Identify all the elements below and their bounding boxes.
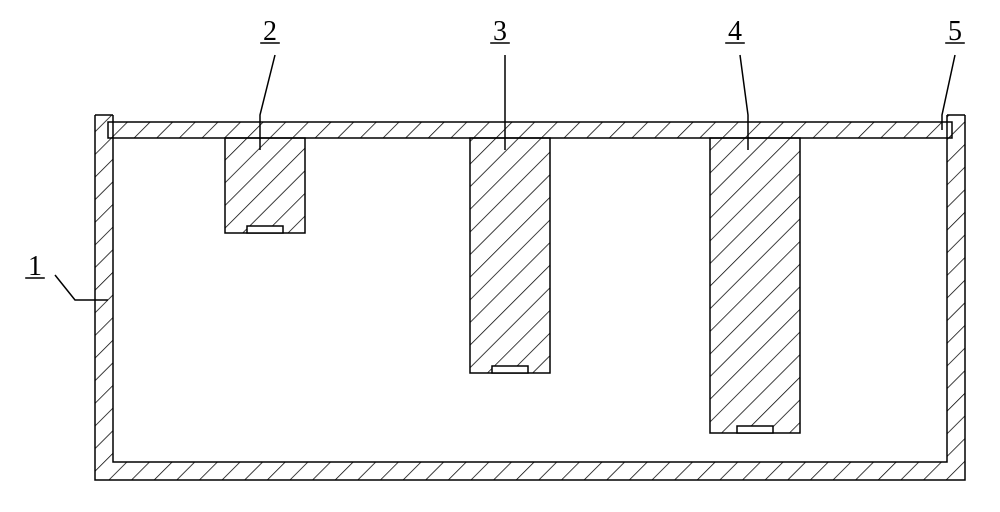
label-5: 5 bbox=[942, 16, 965, 130]
pillar-2 bbox=[225, 138, 305, 233]
pillar-4 bbox=[710, 138, 800, 433]
lid bbox=[108, 122, 952, 138]
pillar-3 bbox=[470, 138, 550, 373]
